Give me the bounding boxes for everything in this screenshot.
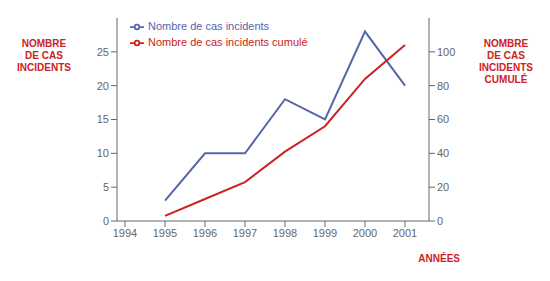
html-text:DE CAS: DE CAS xyxy=(487,50,525,61)
svg-text:0: 0 xyxy=(103,215,109,227)
html-text:INCIDENTS: INCIDENTS xyxy=(479,62,533,73)
svg-text:10: 10 xyxy=(97,147,109,159)
svg-text:80: 80 xyxy=(437,80,449,92)
html-text:NOMBRE: NOMBRE xyxy=(21,38,67,49)
html-text:DE CAS: DE CAS xyxy=(25,50,63,61)
svg-text:0: 0 xyxy=(437,215,443,227)
svg-text:5: 5 xyxy=(103,181,109,193)
svg-text:1998: 1998 xyxy=(273,227,297,239)
svg-text:40: 40 xyxy=(437,147,449,159)
svg-text:1999: 1999 xyxy=(313,227,337,239)
html-text:INCIDENTS: INCIDENTS xyxy=(17,62,71,73)
svg-text:20: 20 xyxy=(97,80,109,92)
html-text:NOMBRE: NOMBRE xyxy=(483,38,529,49)
svg-text:100: 100 xyxy=(437,46,455,58)
svg-text:2001: 2001 xyxy=(393,227,417,239)
html-text:Nombre de cas incidents: Nombre de cas incidents xyxy=(148,20,270,32)
html-text:Nombre de cas incidents cumulé: Nombre de cas incidents cumulé xyxy=(148,36,308,49)
svg-text:60: 60 xyxy=(437,113,449,125)
svg-text:1996: 1996 xyxy=(193,227,217,239)
svg-text:1995: 1995 xyxy=(153,227,177,239)
svg-text:1994: 1994 xyxy=(113,227,137,239)
svg-text:2000: 2000 xyxy=(353,227,377,239)
svg-text:1997: 1997 xyxy=(233,227,257,239)
svg-text:25: 25 xyxy=(97,46,109,58)
svg-text:20: 20 xyxy=(437,181,449,193)
svg-text:15: 15 xyxy=(97,113,109,125)
html-text:ANNÉES: ANNÉES xyxy=(418,253,460,264)
html-text:CUMULÉ: CUMULÉ xyxy=(484,74,528,85)
